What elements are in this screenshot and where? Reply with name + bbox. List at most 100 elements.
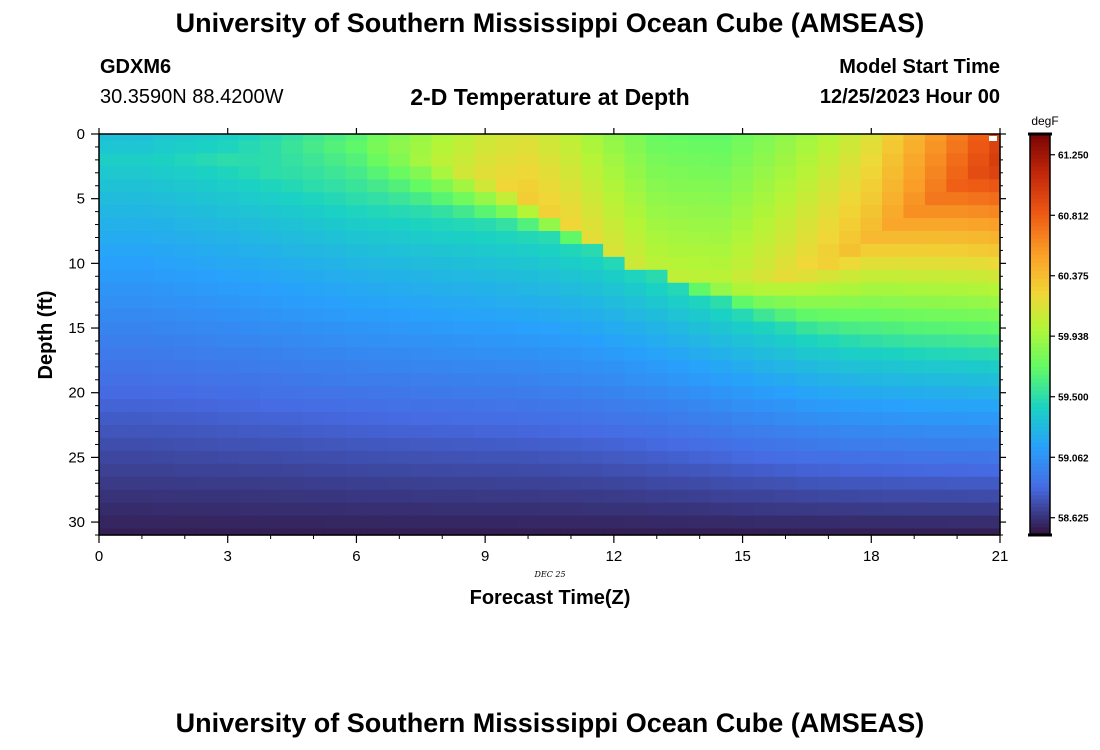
heatmap-cell <box>753 399 776 413</box>
heatmap-cell <box>99 347 111 361</box>
heatmap-cell <box>367 282 390 297</box>
heatmap-cell <box>796 269 819 284</box>
heatmap-cell <box>903 134 926 142</box>
heatmap-cell <box>753 450 776 465</box>
heatmap-cell <box>216 412 240 426</box>
heatmap-cell <box>281 502 304 517</box>
heatmap-cell <box>152 399 175 413</box>
heatmap-cell <box>259 179 282 193</box>
heatmap-cell <box>324 192 347 206</box>
heatmap-cell <box>646 515 669 530</box>
heatmap-cell <box>924 386 947 400</box>
heatmap-cell <box>131 502 154 517</box>
heatmap-cell <box>774 192 797 206</box>
heatmap-cell <box>817 179 840 193</box>
heatmap-cell <box>646 218 669 232</box>
heatmap-cell <box>860 425 883 439</box>
heatmap-cell <box>667 153 690 167</box>
heatmap-cell <box>345 243 368 258</box>
heatmap-cell <box>839 502 862 517</box>
heatmap-cell <box>174 463 197 478</box>
heatmap-cell <box>753 282 776 297</box>
heatmap-cell <box>99 134 111 142</box>
heatmap-cell <box>238 386 261 400</box>
heatmap-cell <box>495 166 518 180</box>
heatmap-cell <box>860 308 883 323</box>
heatmap-cell <box>731 515 754 530</box>
heatmap-cell <box>195 373 218 387</box>
heatmap-cell <box>367 399 390 413</box>
heatmap-cell <box>860 489 883 504</box>
heatmap-cell <box>302 321 325 336</box>
heatmap-cell <box>688 179 711 193</box>
heatmap-cell <box>924 218 947 232</box>
heatmap-cell <box>796 192 819 206</box>
heatmap-cell <box>410 134 433 142</box>
heatmap-cell <box>410 308 433 323</box>
heatmap-cell <box>667 205 690 219</box>
heatmap-cell <box>302 153 325 167</box>
heatmap-cell <box>667 334 690 349</box>
heatmap-cell <box>152 179 175 193</box>
heatmap-cell <box>860 269 883 284</box>
colorbar-segment <box>1030 154 1050 159</box>
heatmap-cell <box>281 373 304 387</box>
heatmap-cell <box>216 437 240 452</box>
heatmap-cell <box>817 476 840 491</box>
heatmap-cell <box>474 153 497 167</box>
colorbar: 61.25060.81260.37559.93859.50059.06258.6… <box>1028 132 1089 537</box>
heatmap-cell <box>753 347 776 361</box>
heatmap-cell <box>152 231 175 245</box>
heatmap-cell <box>238 140 261 155</box>
heatmap-cell <box>796 205 819 219</box>
heatmap-cell <box>860 134 883 142</box>
heatmap-cell <box>688 192 711 206</box>
heatmap-cell <box>946 166 969 180</box>
heatmap-cell <box>989 515 1001 530</box>
heatmap-cell <box>431 166 454 180</box>
heatmap-cell <box>946 192 969 206</box>
colorbar-segment <box>1030 278 1050 283</box>
heatmap-cell <box>238 269 261 284</box>
heatmap-cell <box>924 476 947 491</box>
heatmap-cell <box>452 231 476 245</box>
heatmap-cell <box>431 321 454 336</box>
heatmap-cell <box>410 425 433 439</box>
heatmap-cell <box>131 425 154 439</box>
heatmap-cell <box>99 231 111 245</box>
colorbar-segment <box>1030 522 1050 528</box>
heatmap-cell <box>216 282 240 297</box>
heatmap-cell <box>903 269 926 284</box>
heatmap-cell <box>152 321 175 336</box>
heatmap-cell <box>903 192 926 206</box>
heatmap-cell <box>646 134 669 142</box>
heatmap-cell <box>152 425 175 439</box>
heatmap-cell <box>667 437 690 452</box>
heatmap-cell <box>839 399 862 413</box>
heatmap-cell <box>174 373 197 387</box>
heatmap-cell <box>474 269 497 284</box>
heatmap-cell <box>839 450 862 465</box>
colorbar-segment <box>1030 230 1050 235</box>
heatmap-cell <box>624 360 647 374</box>
heatmap-cell <box>903 321 926 336</box>
heatmap-cell <box>152 476 175 491</box>
heatmap-cell <box>367 347 390 361</box>
heatmap-cell <box>646 450 669 465</box>
heatmap-cell <box>710 515 733 530</box>
heatmap-cell <box>967 205 990 219</box>
heatmap-cell <box>882 269 905 284</box>
heatmap-cell <box>882 231 905 245</box>
heatmap-cell <box>946 243 969 258</box>
heatmap-cell <box>989 166 1001 180</box>
heatmap-cell <box>646 437 669 452</box>
heatmap-cell <box>646 205 669 219</box>
colorbar-segment <box>1030 430 1050 436</box>
heatmap-cell <box>452 386 476 400</box>
colorbar-segment <box>1030 374 1050 380</box>
heatmap-cell <box>646 153 669 167</box>
heatmap-cell <box>646 166 669 180</box>
colorbar-segment <box>1030 354 1050 360</box>
heatmap-cell <box>967 334 990 349</box>
heatmap-cell <box>882 412 905 426</box>
